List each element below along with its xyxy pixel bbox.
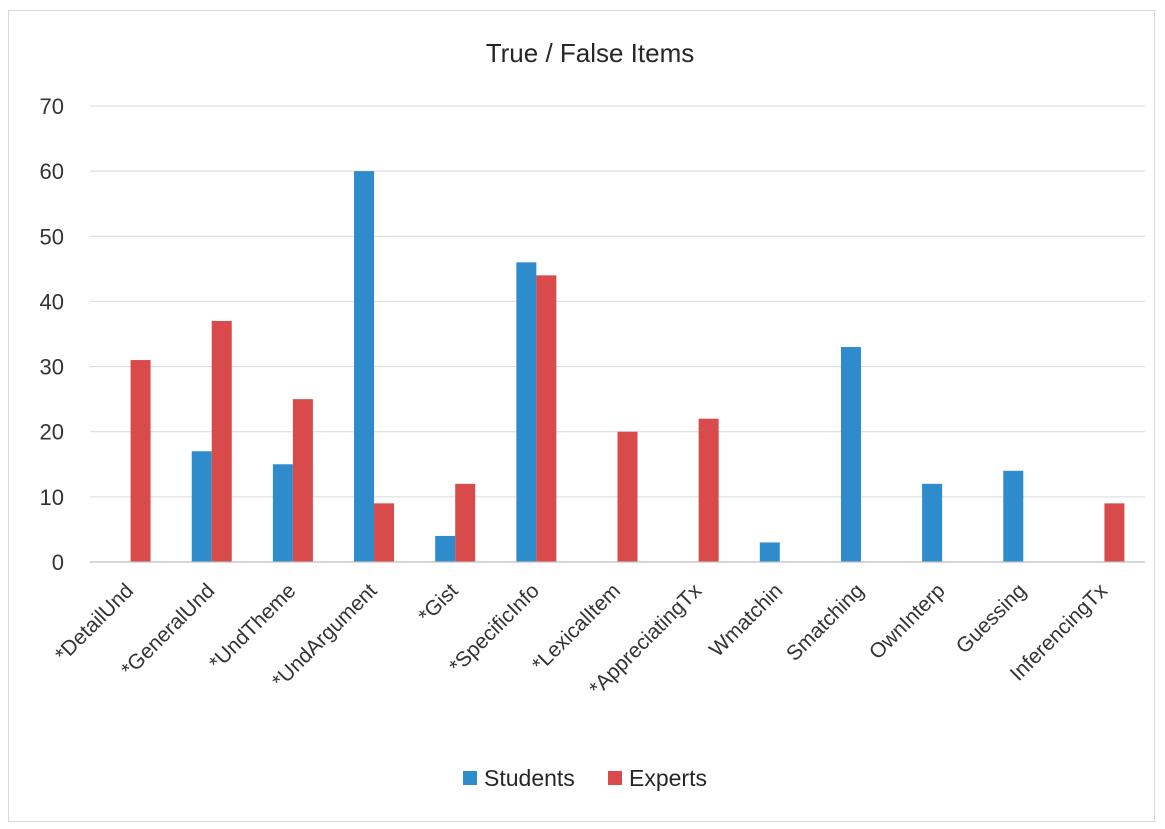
- bar-students-3: [354, 171, 375, 562]
- bar-students-4: [435, 535, 456, 562]
- bar-students-8: [759, 542, 780, 562]
- bar-students-9: [840, 347, 861, 562]
- bar-students-11: [1003, 470, 1024, 562]
- x-category-label: Smatching: [782, 579, 868, 665]
- y-tick-label: 30: [40, 355, 64, 380]
- bar-students-2: [272, 464, 293, 562]
- bar-students-5: [516, 262, 537, 562]
- y-tick-label: 60: [40, 159, 64, 184]
- legend-label-experts: Experts: [629, 765, 707, 791]
- legend: Students Experts: [463, 765, 707, 791]
- bars: [130, 171, 1125, 562]
- x-category-label: *DetailUnd: [51, 579, 138, 666]
- legend-swatch-experts: [608, 771, 622, 785]
- bar-experts-6: [617, 431, 638, 562]
- bar-experts-7: [698, 418, 719, 562]
- legend-swatch-students: [463, 771, 477, 785]
- x-category-label: OwnInterp: [865, 579, 950, 664]
- chart-title: True / False Items: [486, 38, 695, 68]
- y-tick-label: 50: [40, 224, 64, 249]
- y-tick-label: 0: [52, 550, 64, 575]
- y-tick-label: 10: [40, 485, 64, 510]
- x-category-label: *Gist: [414, 579, 463, 628]
- x-category-label: Guessing: [952, 579, 1031, 658]
- grid-lines: [90, 105, 1145, 498]
- chart-frame: [8, 10, 1155, 822]
- y-tick-label: 40: [40, 289, 64, 314]
- bar-experts-1: [211, 320, 232, 562]
- y-tick-label: 20: [40, 420, 64, 445]
- x-axis-category-labels: *DetailUnd*GeneralUnd*UndTheme*UndArgume…: [51, 579, 1112, 700]
- bar-experts-5: [536, 275, 557, 562]
- y-tick-label: 70: [40, 94, 64, 119]
- legend-label-students: Students: [484, 765, 575, 791]
- bar-experts-0: [130, 360, 151, 562]
- bar-experts-3: [374, 503, 395, 562]
- x-category-label: Wmatchin: [705, 579, 787, 661]
- y-axis-ticks: 0 10 20 30 40 50 60 70: [40, 94, 64, 575]
- bar-students-10: [922, 483, 943, 562]
- bar-experts-12: [1104, 503, 1125, 562]
- bar-students-1: [191, 451, 212, 562]
- bar-experts-2: [292, 399, 313, 562]
- bar-experts-4: [455, 483, 476, 562]
